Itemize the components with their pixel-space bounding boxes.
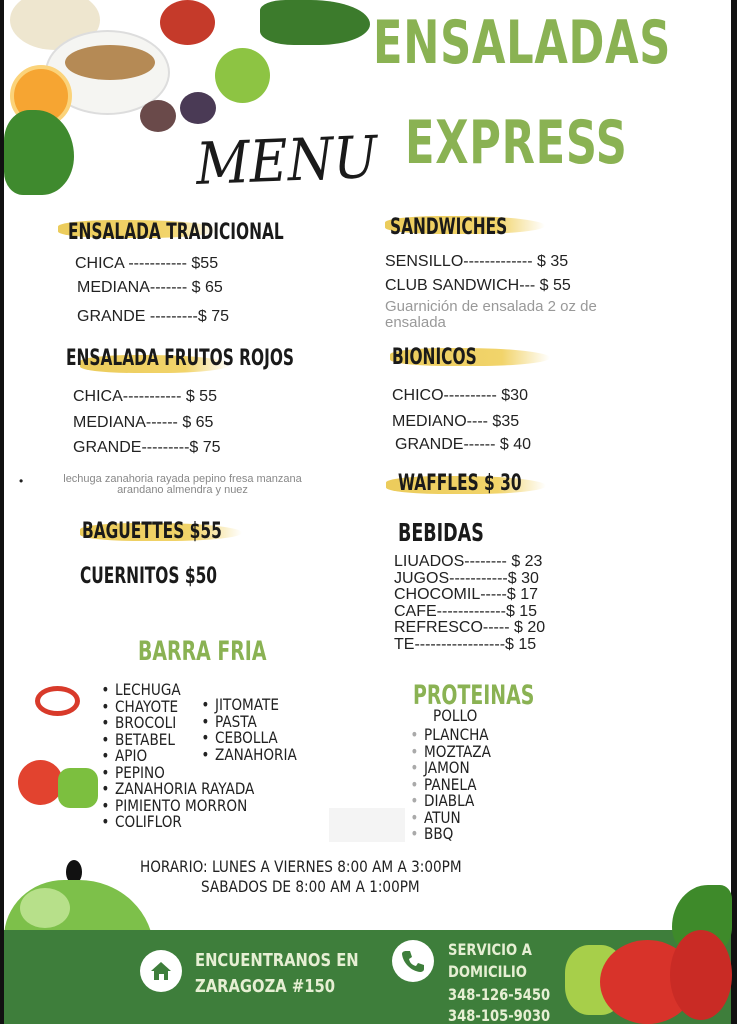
- title-line2: EXPRESS: [405, 108, 628, 178]
- ingredients-line: arandano almendra y nuez: [117, 484, 248, 496]
- list-item: MOZTAZA: [410, 743, 490, 761]
- menu-item: CHICO---------- $30: [392, 387, 528, 404]
- menu-item: JUGOS-----------$ 30: [394, 569, 539, 587]
- home-icon: [140, 950, 182, 992]
- heading-proteinas: PROTEINAS: [413, 680, 535, 711]
- list-item: ZANAHORIA RAYADA: [101, 780, 254, 798]
- list-item: PANELA: [410, 776, 491, 794]
- delivery-line1: SERVICIO A: [448, 940, 532, 959]
- menu-item: MEDIANA------- $ 65: [77, 279, 223, 296]
- brush-highlight: [80, 523, 242, 541]
- menu-item: CHICA ----------- $55: [75, 255, 219, 272]
- list-item: CHAYOTE: [101, 698, 254, 716]
- menu-item: MEDIANO---- $35: [392, 413, 520, 430]
- blank-patch: [329, 808, 405, 842]
- menu-item: REFRESCO----- $ 20: [394, 619, 546, 636]
- bullet-dot: •: [19, 474, 24, 488]
- menu-item: GRANDE ---------$ 75: [77, 308, 229, 325]
- list-item: COLIFLOR: [101, 813, 254, 831]
- phone-number-1[interactable]: 348-126-5450: [448, 985, 551, 1004]
- location-line1: ENCUENTRANOS EN: [195, 950, 359, 971]
- menu-item: CAFE-------------$ 15: [394, 602, 538, 620]
- brush-highlight: [386, 476, 546, 494]
- left-border: [0, 0, 4, 1024]
- horario-line1: HORARIO: LUNES A VIERNES 8:00 AM A 3:00P…: [140, 857, 462, 876]
- menu-item: GRANDE---------$ 75: [73, 439, 221, 456]
- heading-ensalada-tradicional: ENSALADA TRADICIONAL: [68, 220, 284, 245]
- menu-item: CLUB SANDWICH--- $ 55: [385, 277, 571, 294]
- heading-bebidas: BEBIDAS: [398, 518, 484, 547]
- list-item: CEBOLLA: [201, 729, 297, 747]
- menu-item: GRANDE------ $ 40: [395, 436, 532, 453]
- list-item: LECHUGA: [101, 681, 254, 699]
- menu-item: CHICA----------- $ 55: [73, 388, 217, 405]
- list-item: PIMIENTO MORRON: [101, 797, 254, 815]
- right-border: [731, 0, 737, 1024]
- baguettes-price: BAGUETTES $55: [82, 519, 222, 544]
- proteinas-sub: POLLO: [433, 706, 478, 725]
- ingredients-line: lechuga zanahoria rayada pepino fresa ma…: [63, 473, 302, 485]
- horario-line2: SABADOS DE 8:00 AM A 1:00PM: [201, 877, 420, 896]
- heading-bionicos: BIONICOS: [392, 345, 477, 370]
- note-line: Guarnición de ensalada 2 oz de: [385, 298, 597, 315]
- list-item: JAMON: [410, 759, 491, 777]
- note-line: ensalada: [385, 314, 446, 331]
- menu-item: CHOCOMIL-----$ 17: [394, 586, 539, 603]
- title-line1: ENSALADAS: [373, 8, 672, 78]
- phone-number-2[interactable]: 348-105-9030: [448, 1006, 551, 1025]
- list-item: ATUN: [410, 809, 491, 827]
- list-item: BBQ: [410, 825, 491, 843]
- barra-fria-list-2: JITOMATE PASTA CEBOLLA ZANAHORIA: [201, 696, 297, 764]
- location-line2: ZARAGOZA #150: [195, 976, 336, 997]
- barra-fria-list-1: LECHUGA CHAYOTE BROCOLI BETABEL APIO PEP…: [101, 681, 254, 831]
- brush-highlight: [58, 220, 218, 238]
- list-item: DIABLA: [410, 792, 491, 810]
- heading-ensalada-frutos-rojos: ENSALADA FRUTOS ROJOS: [66, 346, 295, 371]
- list-item: BETABEL: [101, 731, 254, 749]
- menu-item: SENSILLO------------- $ 35: [385, 253, 569, 270]
- brush-highlight: [80, 355, 230, 373]
- list-item: JITOMATE: [201, 696, 297, 714]
- list-item: PEPINO: [101, 764, 254, 782]
- cuernitos-price: CUERNITOS $50: [80, 564, 218, 589]
- brush-highlight: [385, 216, 545, 234]
- delivery-line2: DOMICILIO: [448, 962, 527, 981]
- heading-barra-fria: BARRA FRIA: [138, 636, 267, 667]
- menu-item: MEDIANA------ $ 65: [73, 414, 214, 431]
- frutos-rojos-ingredients: lechuga zanahoria rayada pepino fresa ma…: [55, 474, 310, 496]
- waffles-price: WAFFLES $ 30: [398, 471, 522, 496]
- proteinas-list: PLANCHA MOZTAZA JAMON PANELA DIABLA ATUN…: [410, 726, 491, 843]
- sandwich-note: Guarnición de ensalada 2 oz de ensalada: [385, 299, 597, 331]
- menu-item: LIUADOS-------- $ 23: [394, 553, 543, 570]
- menu-heading: MENU: [195, 122, 379, 198]
- menu-item: TE-----------------$ 15: [394, 635, 537, 653]
- list-item: PLANCHA: [410, 726, 491, 744]
- list-item: APIO: [101, 747, 254, 765]
- list-item: BROCOLI: [101, 714, 254, 732]
- list-item: PASTA: [201, 713, 297, 731]
- phone-icon: [392, 940, 434, 982]
- brush-highlight: [390, 348, 550, 366]
- list-item: ZANAHORIA: [201, 746, 296, 764]
- bebidas-list: LIUADOS-------- $ 23 JUGOS-----------$ 3…: [394, 553, 546, 653]
- heading-sandwiches: SANDWICHES: [390, 215, 508, 240]
